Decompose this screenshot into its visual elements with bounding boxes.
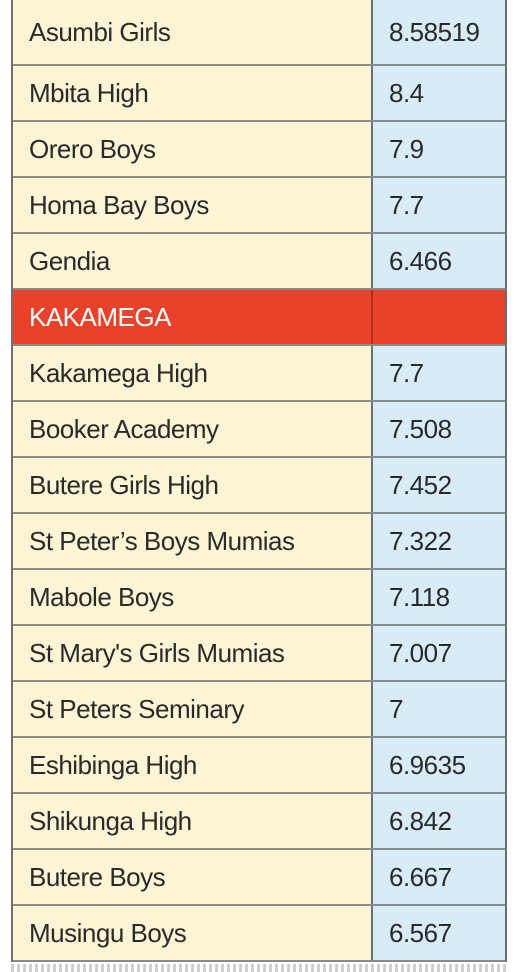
table-row: Shikunga High 6.842 <box>13 794 505 850</box>
table-row: St Peter’s Boys Mumias 7.322 <box>13 514 505 570</box>
school-ranking-table: Asumbi Girls 8.58519 Mbita High 8.4 Orer… <box>11 0 507 962</box>
table-row: St Peters Seminary 7 <box>13 682 505 738</box>
table-row: Booker Academy 7.508 <box>13 402 505 458</box>
county-header-row: KAKAMEGA <box>13 290 505 346</box>
mean-score-cell: 7.7 <box>373 178 505 232</box>
mean-score-cell: 7.508 <box>373 402 505 456</box>
table-row: Kakamega High 7.7 <box>13 346 505 402</box>
school-name-cell: Booker Academy <box>13 402 373 456</box>
mean-score-cell: 6.9635 <box>373 738 505 792</box>
school-name-cell: Musingu Boys <box>13 906 373 960</box>
table-row: Mbita High 8.4 <box>13 66 505 122</box>
table-row: Butere Girls High 7.452 <box>13 458 505 514</box>
county-header-label: KAKAMEGA <box>13 290 373 344</box>
table-row: Eshibinga High 6.9635 <box>13 738 505 794</box>
table-row: Gendia 6.466 <box>13 234 505 290</box>
mean-score-cell: 7.118 <box>373 570 505 624</box>
school-name-cell: Eshibinga High <box>13 738 373 792</box>
mean-score-cell: 6.667 <box>373 850 505 904</box>
table-row: Homa Bay Boys 7.7 <box>13 178 505 234</box>
torn-bottom-edge <box>11 964 507 972</box>
table-row: Butere Boys 6.667 <box>13 850 505 906</box>
mean-score-cell: 6.466 <box>373 234 505 288</box>
school-name-cell: Orero Boys <box>13 122 373 176</box>
school-name-cell: Asumbi Girls <box>13 0 373 64</box>
mean-score-cell: 7.322 <box>373 514 505 568</box>
school-name-cell: St Peter’s Boys Mumias <box>13 514 373 568</box>
county-header-score-cell <box>373 290 505 344</box>
school-name-cell: St Mary's Girls Mumias <box>13 626 373 680</box>
school-name-cell: Homa Bay Boys <box>13 178 373 232</box>
mean-score-cell: 7.7 <box>373 346 505 400</box>
school-name-cell: Mbita High <box>13 66 373 120</box>
mean-score-cell: 8.58519 <box>373 0 505 64</box>
mean-score-cell: 7.9 <box>373 122 505 176</box>
school-name-cell: Gendia <box>13 234 373 288</box>
school-name-cell: Shikunga High <box>13 794 373 848</box>
school-name-cell: Butere Boys <box>13 850 373 904</box>
school-name-cell: Mabole Boys <box>13 570 373 624</box>
table-row: St Mary's Girls Mumias 7.007 <box>13 626 505 682</box>
table-row: Orero Boys 7.9 <box>13 122 505 178</box>
table-row: Mabole Boys 7.118 <box>13 570 505 626</box>
mean-score-cell: 7.007 <box>373 626 505 680</box>
mean-score-cell: 7 <box>373 682 505 736</box>
mean-score-cell: 6.567 <box>373 906 505 960</box>
school-name-cell: St Peters Seminary <box>13 682 373 736</box>
school-name-cell: Butere Girls High <box>13 458 373 512</box>
table-row: Asumbi Girls 8.58519 <box>13 0 505 66</box>
mean-score-cell: 8.4 <box>373 66 505 120</box>
school-name-cell: Kakamega High <box>13 346 373 400</box>
mean-score-cell: 6.842 <box>373 794 505 848</box>
table-row: Musingu Boys 6.567 <box>13 906 505 962</box>
mean-score-cell: 7.452 <box>373 458 505 512</box>
